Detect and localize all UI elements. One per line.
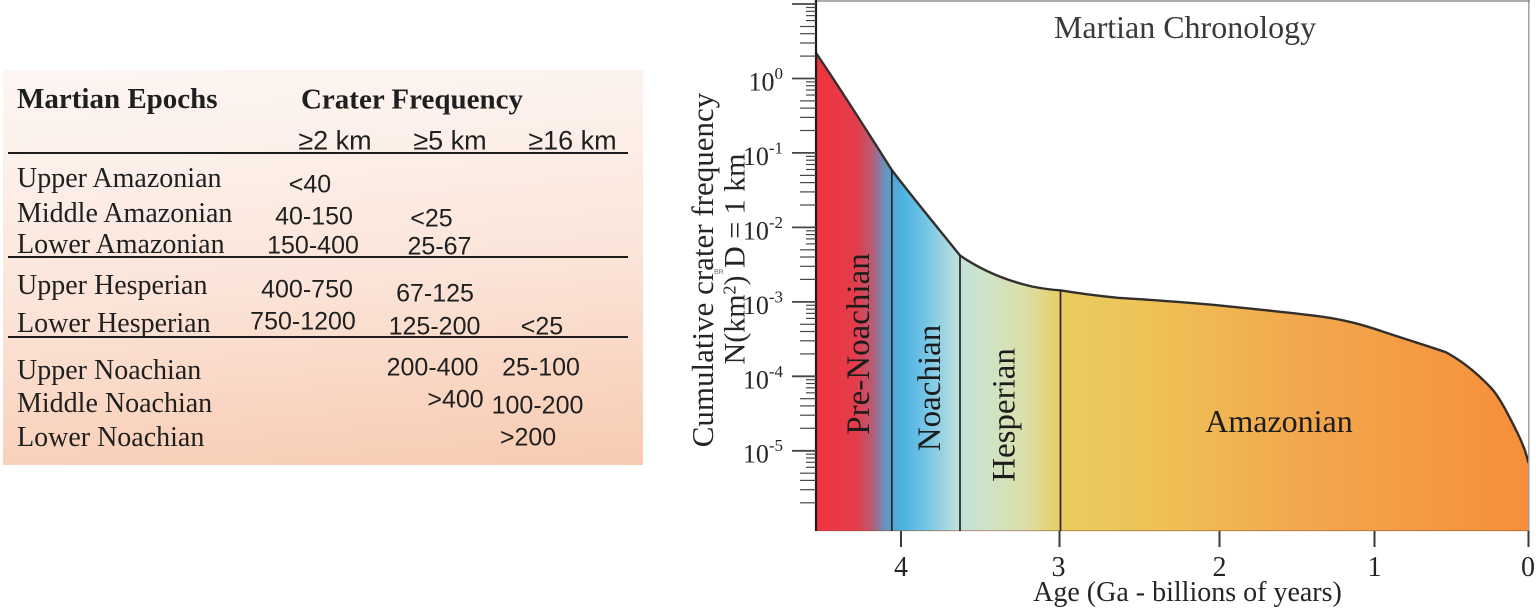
svg-text:10-3: 10-3 [743,287,783,320]
svg-text:Martian Chronology: Martian Chronology [1054,9,1316,45]
svg-text:N(km2) D = 1 km: N(km2) D = 1 km [719,154,752,365]
svg-text:100: 100 [749,64,784,97]
svg-text:3: 3 [1052,552,1066,583]
svg-text:2: 2 [1213,552,1227,583]
svg-text:BR: BR [714,269,724,276]
svg-text:Hesperian: Hesperian [987,348,1023,482]
svg-text:Pre-Noachian: Pre-Noachian [841,253,877,434]
svg-text:Noachian: Noachian [912,325,948,451]
svg-text:10-4: 10-4 [743,362,784,395]
svg-text:Age (Ga - billions of years): Age (Ga - billions of years) [1033,577,1342,608]
svg-text:Amazonian: Amazonian [1205,403,1353,439]
svg-text:Cumulative crater frequency: Cumulative crater frequency [685,92,720,447]
svg-text:10-5: 10-5 [743,436,783,469]
svg-text:4: 4 [894,552,908,583]
svg-text:1: 1 [1368,552,1382,583]
svg-text:0: 0 [1521,552,1535,583]
